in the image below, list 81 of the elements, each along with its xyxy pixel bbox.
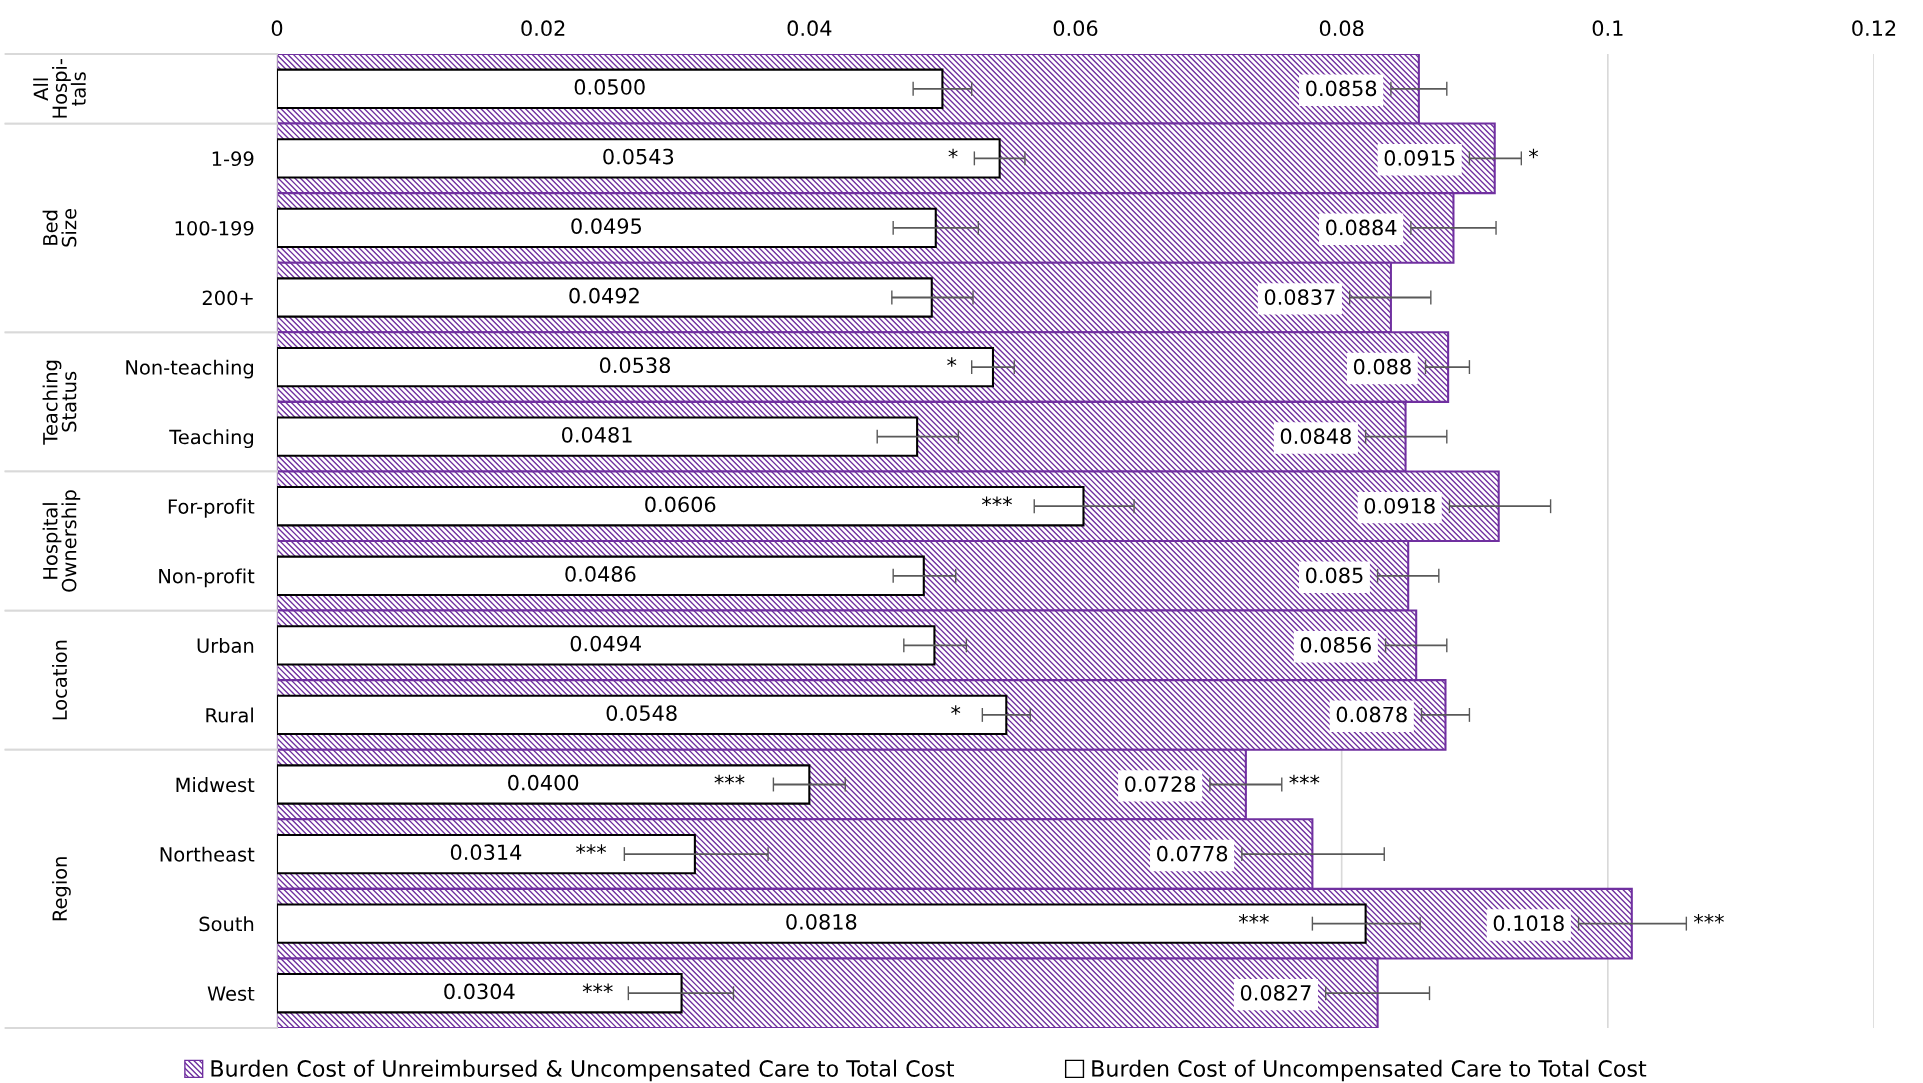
data-label: 0.0878 (1336, 706, 1407, 723)
annotation: * (951, 705, 961, 715)
bar (277, 277, 933, 318)
data-label: 0.0492 (569, 287, 639, 304)
text: Teaching Status (42, 360, 77, 445)
annotation: *** (576, 844, 607, 854)
data-label: 0.0856 (1300, 637, 1371, 653)
y-tick-label: 200+ (202, 290, 253, 306)
data-label: 0.0915 (1384, 150, 1455, 166)
x-tick-label: 0.1 (1592, 20, 1623, 37)
data-label: 0.0500 (574, 79, 645, 95)
data-label: 0.0304 (444, 983, 515, 1000)
data-label: 0.085 (1306, 567, 1363, 584)
y-tick-label: Non-teaching (126, 359, 254, 379)
x-tick-label: 0.04 (787, 20, 832, 37)
y-tick-label: Midwest (176, 777, 255, 793)
text: Region (52, 857, 71, 921)
y-tick-label: Urban (197, 637, 254, 654)
data-label: 0.0548 (606, 705, 677, 721)
data-label: 0.0486 (565, 566, 636, 582)
bar (277, 833, 696, 875)
data-label: 0.088 (1353, 358, 1411, 375)
data-label: 0.0314 (450, 844, 522, 861)
bar (277, 138, 1001, 179)
y-tick-label: 100-199 (175, 220, 254, 236)
x-tick-label: 0.02 (521, 20, 565, 37)
text: Bed Size (42, 209, 77, 247)
y-tick-label: South (199, 916, 254, 932)
data-label: 0.0538 (599, 357, 671, 374)
x-tick-label: 0.12 (1852, 20, 1896, 37)
annotation: *** (981, 496, 1012, 506)
bar (277, 416, 919, 457)
data-label: 0.0918 (1364, 497, 1435, 514)
y-tick-label: Non-profit (159, 568, 255, 588)
x-tick-label: 0.08 (1319, 20, 1364, 37)
data-label: 0.0778 (1157, 845, 1228, 862)
data-label: 0.1018 (1493, 915, 1564, 932)
bar (277, 625, 936, 666)
bar (277, 555, 925, 596)
text: Location (52, 640, 68, 720)
bar (277, 694, 1008, 736)
bar (277, 68, 944, 109)
y-tick-label: Northeast (160, 846, 255, 862)
y-tick-label: 1-99 (212, 151, 254, 167)
data-label: 0.0837 (1264, 289, 1335, 305)
bar (277, 973, 683, 1014)
bar (277, 486, 1085, 527)
text: Hospital Ownership (42, 490, 81, 592)
annotation: *** (714, 774, 745, 785)
data-label: 0.0848 (1280, 428, 1351, 445)
y-tick-label: Rural (206, 707, 253, 723)
legend-label: Burden Cost of Uncompensated Care to Total Cost (1092, 1059, 1647, 1082)
data-label: 0.0400 (508, 774, 579, 791)
data-label: 0.0543 (603, 148, 674, 165)
data-label: 0.0818 (786, 913, 857, 930)
y-tick-label: Teaching (169, 429, 254, 449)
bar (277, 346, 995, 388)
annotation: * (948, 148, 958, 159)
annotation: *** (1238, 913, 1269, 924)
x-tick-label: 0 (271, 20, 283, 37)
annotation: * (947, 357, 957, 367)
data-label: 0.0494 (570, 635, 641, 652)
data-label: 0.0481 (561, 426, 632, 443)
data-label: 0.0884 (1326, 219, 1397, 236)
data-label: 0.0495 (571, 218, 642, 234)
annotation: *** (582, 983, 613, 993)
data-label: 0.0858 (1306, 80, 1377, 97)
annotation: *** (1289, 774, 1320, 785)
y-tick-label: For-profit (168, 498, 255, 518)
y-tick-label: West (207, 986, 255, 1001)
data-label: 0.0827 (1240, 984, 1311, 1001)
x-tick-label: 0.06 (1053, 20, 1098, 37)
annotation: *** (1693, 913, 1724, 924)
data-label: 0.0728 (1125, 776, 1196, 792)
legend-label: Burden Cost of Unreimbursed & Uncompensated Care to Total Cost (211, 1059, 955, 1082)
data-label: 0.0606 (645, 496, 716, 513)
text: All Hospi-tals (33, 59, 86, 118)
annotation: * (1528, 148, 1539, 159)
bar (277, 903, 1367, 944)
bar (277, 764, 811, 805)
bar (277, 207, 937, 249)
